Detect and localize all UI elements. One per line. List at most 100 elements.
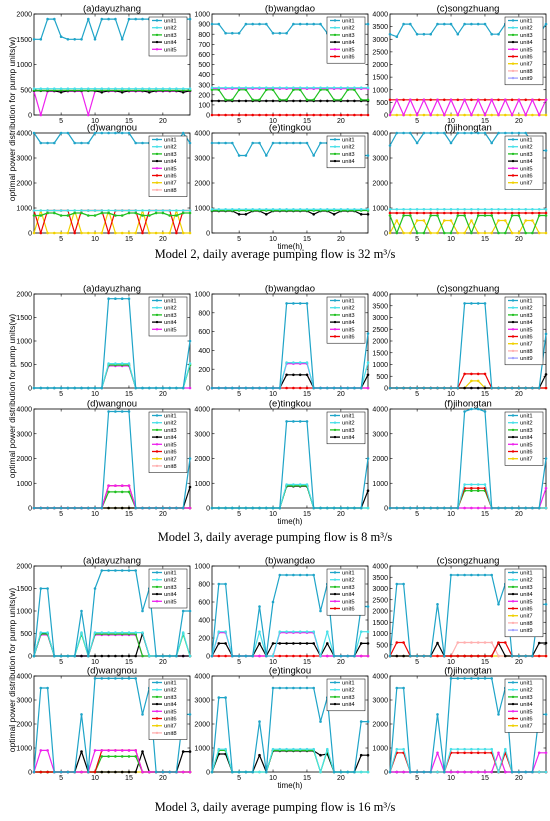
- legend-marker-unit1: [155, 19, 159, 22]
- point-unit5: [366, 654, 370, 658]
- x-tick-label: 5: [415, 511, 419, 518]
- point-unit7: [59, 231, 63, 235]
- point-unit1: [490, 573, 494, 577]
- point-unit1: [443, 770, 446, 774]
- legend-label: unit6: [520, 174, 533, 180]
- point-unit1: [73, 770, 76, 774]
- point-unit1: [175, 770, 178, 774]
- point-unit4: [114, 506, 117, 510]
- point-unit2: [120, 87, 124, 90]
- point-unit3: [346, 88, 350, 92]
- legend-label: unit6: [520, 607, 533, 613]
- point-unit4: [537, 641, 541, 645]
- point-unit6: [175, 231, 178, 235]
- point-unit6: [531, 211, 534, 215]
- x-tick-label: 20: [515, 659, 523, 666]
- point-unit1: [265, 154, 268, 157]
- point-unit2: [449, 747, 453, 751]
- point-unit4: [80, 654, 83, 658]
- point-unit4: [188, 750, 192, 753]
- legend-label: unit2: [164, 306, 177, 312]
- point-unit6: [483, 372, 487, 376]
- point-unit5: [483, 506, 487, 510]
- legend-label: unit1: [164, 571, 177, 577]
- point-unit1: [285, 141, 288, 145]
- y-tick-label: 3000: [372, 37, 388, 44]
- point-unit1: [244, 654, 248, 658]
- point-unit4: [463, 386, 466, 390]
- legend-marker-unit1: [511, 138, 515, 141]
- point-unit5: [148, 770, 151, 774]
- point-unit1: [210, 654, 214, 658]
- legend-label: unit4: [520, 40, 533, 46]
- y-tick-label: 500: [376, 100, 388, 107]
- legend-marker-unit4: [333, 320, 337, 324]
- point-unit7: [544, 231, 548, 235]
- point-unit5: [504, 98, 507, 102]
- legend-marker-unit8: [511, 621, 515, 625]
- x-tick-label: 15: [481, 659, 489, 666]
- x-tick-label: 15: [303, 236, 311, 243]
- point-unit1: [53, 141, 56, 145]
- point-unit3: [66, 214, 70, 217]
- y-tick-label: 1000: [372, 746, 388, 753]
- y-tick-label: 1000: [16, 206, 32, 213]
- point-unit1: [409, 22, 412, 26]
- series-line-unit4: [211, 642, 368, 657]
- point-unit5: [436, 98, 439, 102]
- point-unit6: [395, 211, 399, 215]
- point-unit5: [537, 751, 541, 755]
- point-unit1: [449, 677, 453, 680]
- series-line-unit4: [33, 632, 190, 657]
- x-tick-label: 15: [303, 118, 311, 125]
- point-unit3: [127, 211, 131, 215]
- point-unit5: [100, 749, 104, 752]
- point-unit1: [305, 573, 309, 577]
- point-unit5: [114, 484, 117, 488]
- legend-marker-unit5: [511, 710, 515, 713]
- point-unit6: [285, 113, 288, 117]
- point-unit6: [483, 751, 487, 755]
- point-unit1: [422, 386, 426, 390]
- legend-marker-unit5: [333, 48, 337, 51]
- legend-marker-unit5: [511, 48, 515, 51]
- point-unit3: [148, 214, 151, 217]
- point-unit2: [39, 631, 43, 634]
- point-unit7: [402, 231, 405, 235]
- point-unit1: [524, 506, 527, 510]
- x-tick-label: 10: [91, 118, 99, 125]
- legend-marker-unit4: [511, 40, 515, 44]
- x-tick-label: 5: [59, 118, 63, 125]
- point-unit2: [224, 630, 227, 633]
- point-unit2: [154, 87, 158, 90]
- point-unit2: [258, 86, 261, 89]
- point-unit4: [366, 373, 370, 377]
- x-tick-label: 5: [59, 659, 63, 666]
- point-unit6: [476, 654, 480, 658]
- point-unit1: [224, 506, 227, 510]
- point-unit1: [353, 386, 356, 390]
- legend-marker-unit4: [155, 320, 159, 324]
- y-tick-label: 1500: [16, 315, 32, 322]
- y-tick-label: 1000: [16, 62, 32, 69]
- point-unit1: [87, 141, 90, 145]
- point-unit6: [470, 372, 473, 376]
- point-unit6: [436, 654, 439, 658]
- point-unit1: [429, 131, 433, 135]
- point-unit1: [292, 573, 295, 577]
- point-unit2: [224, 208, 227, 211]
- point-unit4: [148, 91, 151, 94]
- x-tick-label: 20: [159, 118, 167, 125]
- point-unit2: [175, 209, 178, 212]
- y-tick-label: 1000: [372, 362, 388, 369]
- point-unit1: [80, 506, 83, 510]
- legend-label: unit5: [164, 709, 177, 715]
- x-tick-label: 5: [415, 659, 419, 666]
- legend-label: unit8: [164, 731, 177, 737]
- point-unit2: [120, 362, 124, 365]
- point-unit2: [504, 747, 507, 751]
- point-unit1: [265, 770, 268, 774]
- legend-label: unit8: [164, 188, 177, 194]
- y-tick-label: 1500: [372, 620, 388, 627]
